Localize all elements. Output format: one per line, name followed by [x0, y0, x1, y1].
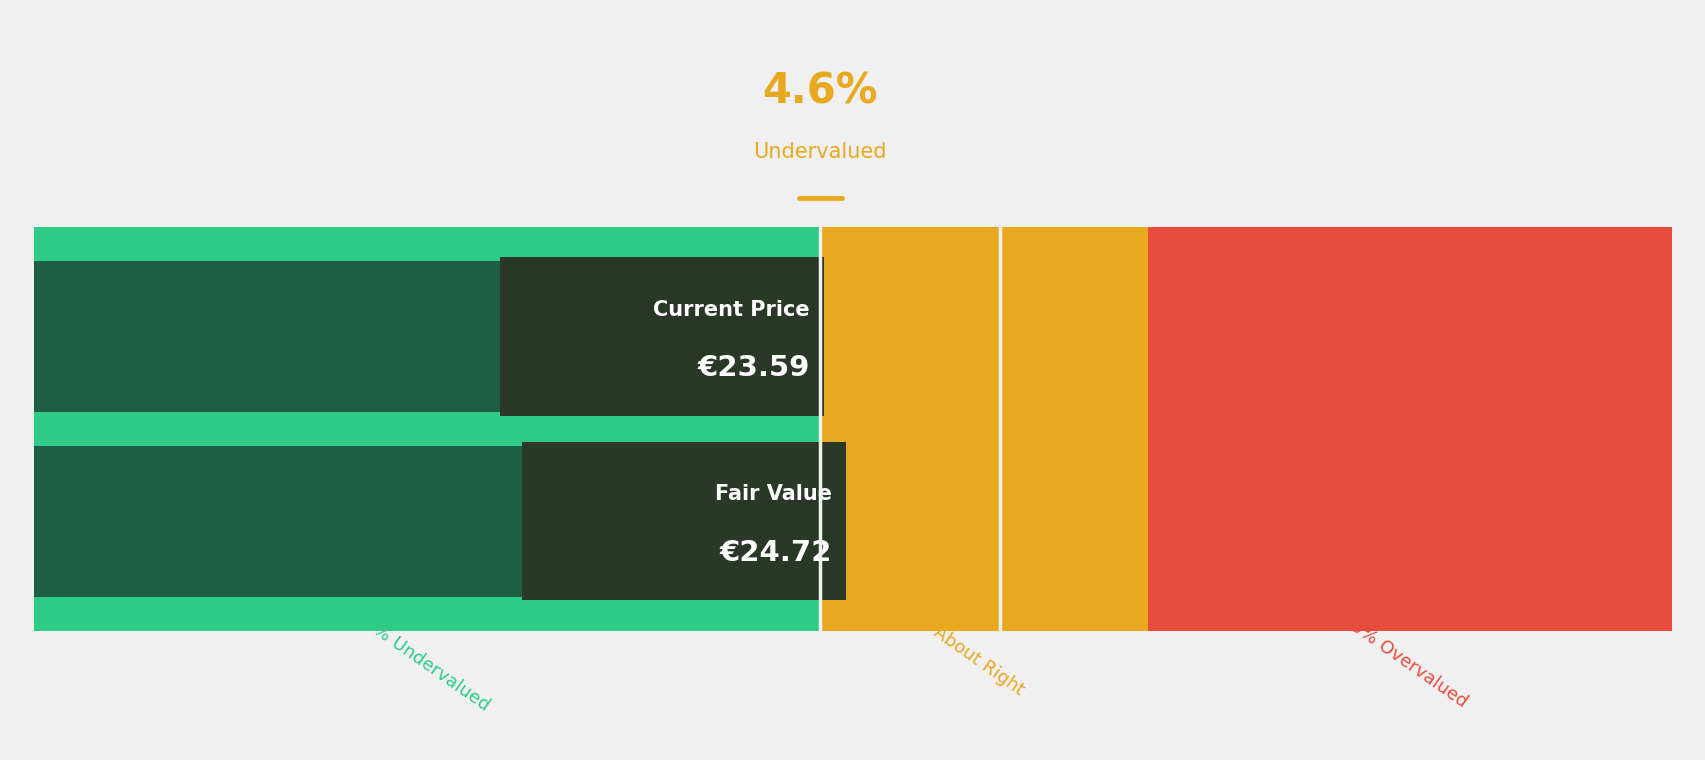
Bar — [999, 227, 1147, 261]
Text: About Right: About Right — [929, 623, 1026, 699]
Bar — [34, 412, 820, 446]
Text: Fair Value: Fair Value — [714, 484, 832, 505]
Bar — [999, 412, 1147, 446]
Text: €23.59: €23.59 — [697, 354, 810, 382]
Bar — [820, 412, 999, 446]
Bar — [820, 597, 999, 631]
Bar — [522, 442, 846, 600]
Bar — [1147, 446, 1671, 597]
Bar — [34, 597, 820, 631]
Bar — [820, 227, 999, 261]
Bar — [820, 446, 999, 597]
Text: 20% Overvalued: 20% Overvalued — [1337, 610, 1470, 711]
Bar — [999, 446, 1147, 597]
Text: €24.72: €24.72 — [720, 539, 832, 567]
Text: 20% Undervalued: 20% Undervalued — [351, 607, 493, 714]
Bar — [1147, 261, 1671, 412]
Bar — [1147, 597, 1671, 631]
Bar — [34, 261, 820, 412]
Bar — [999, 261, 1147, 412]
Bar — [999, 597, 1147, 631]
Bar — [1147, 412, 1671, 446]
Text: Current Price: Current Price — [653, 299, 810, 320]
Bar — [1147, 227, 1671, 261]
Bar — [500, 258, 824, 416]
Bar — [820, 261, 999, 412]
Bar — [34, 227, 820, 261]
Bar — [34, 446, 820, 597]
Text: Undervalued: Undervalued — [754, 142, 887, 162]
Text: 4.6%: 4.6% — [762, 70, 878, 112]
